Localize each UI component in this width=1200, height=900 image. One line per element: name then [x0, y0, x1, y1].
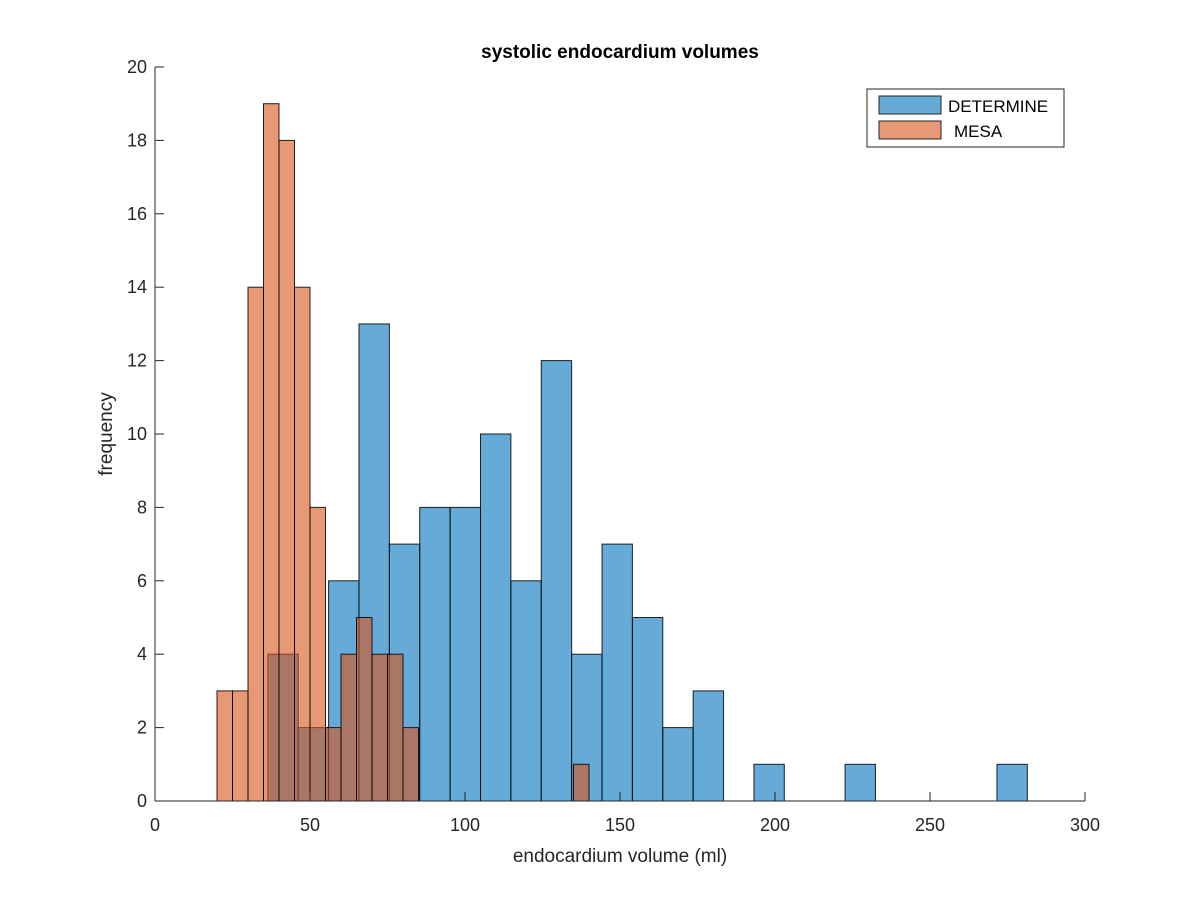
bar-determine-5: [419, 506, 451, 802]
bar-determine-24: [996, 763, 1028, 802]
x-tick-label-100: 100: [450, 815, 480, 835]
bar-determine-14: [692, 690, 725, 802]
bar-mesa-10: [371, 653, 388, 802]
bar-mesa-1: [232, 690, 249, 802]
y-tick-label-20: 20: [127, 57, 147, 77]
x-tick-label-200: 200: [760, 815, 790, 835]
bar-determine-8: [510, 580, 542, 802]
legend: DETERMINE MESA: [866, 88, 1065, 148]
y-tick-label-6: 6: [137, 571, 147, 591]
bar-mesa-4: [278, 139, 295, 802]
x-tick-label-250: 250: [915, 815, 945, 835]
bar-mesa-5: [294, 286, 311, 802]
y-axis-label: frequency: [96, 392, 117, 476]
bars-layer: [216, 103, 1028, 802]
y-tick-label-10: 10: [127, 424, 147, 444]
legend-swatch-determine: [878, 95, 942, 115]
bar-mesa-3: [263, 103, 280, 802]
x-tick-label-150: 150: [605, 815, 635, 835]
bar-determine-11: [601, 543, 633, 802]
bar-mesa-0: [216, 690, 233, 802]
bar-determine-16: [753, 763, 785, 802]
bar-mesa-2: [247, 286, 264, 802]
bar-determine-12: [631, 617, 664, 802]
y-tick-label-16: 16: [127, 204, 147, 224]
chart-title: systolic endocardium volumes: [481, 42, 759, 63]
y-tick-label-14: 14: [127, 277, 147, 297]
legend-label-mesa: MESA: [954, 122, 1003, 141]
bar-determine-19: [844, 763, 876, 802]
bar-mesa-11: [387, 653, 404, 802]
x-tick-label-50: 50: [300, 815, 320, 835]
y-tick-label-4: 4: [137, 644, 147, 664]
bar-mesa-8: [340, 653, 357, 802]
bar-mesa-9: [356, 617, 373, 802]
y-tick-label-0: 0: [137, 791, 147, 811]
bar-mesa-7: [325, 727, 342, 802]
x-axis-label: endocardium volume (ml): [513, 846, 727, 867]
legend-swatch-mesa: [878, 120, 942, 140]
bar-mesa-6: [309, 506, 326, 802]
y-tick-label-8: 8: [137, 497, 147, 517]
bar-determine-7: [480, 433, 512, 802]
legend-label-determine: DETERMINE: [948, 97, 1048, 116]
bar-determine-9: [540, 360, 573, 802]
bar-determine-6: [449, 506, 481, 802]
y-tick-label-18: 18: [127, 130, 147, 150]
bar-mesa-23: [573, 763, 590, 802]
x-tick-label-300: 300: [1070, 815, 1100, 835]
y-tick-label-2: 2: [137, 718, 147, 738]
x-tick-label-0: 0: [150, 815, 160, 835]
bar-determine-13: [662, 727, 694, 802]
bar-mesa-12: [402, 727, 419, 802]
ticks-layer: 0 50 100 150 200 250 300 0 2 4 6 8 10 12 14 16 18 20: [127, 57, 1100, 835]
y-tick-label-12: 12: [127, 351, 147, 371]
